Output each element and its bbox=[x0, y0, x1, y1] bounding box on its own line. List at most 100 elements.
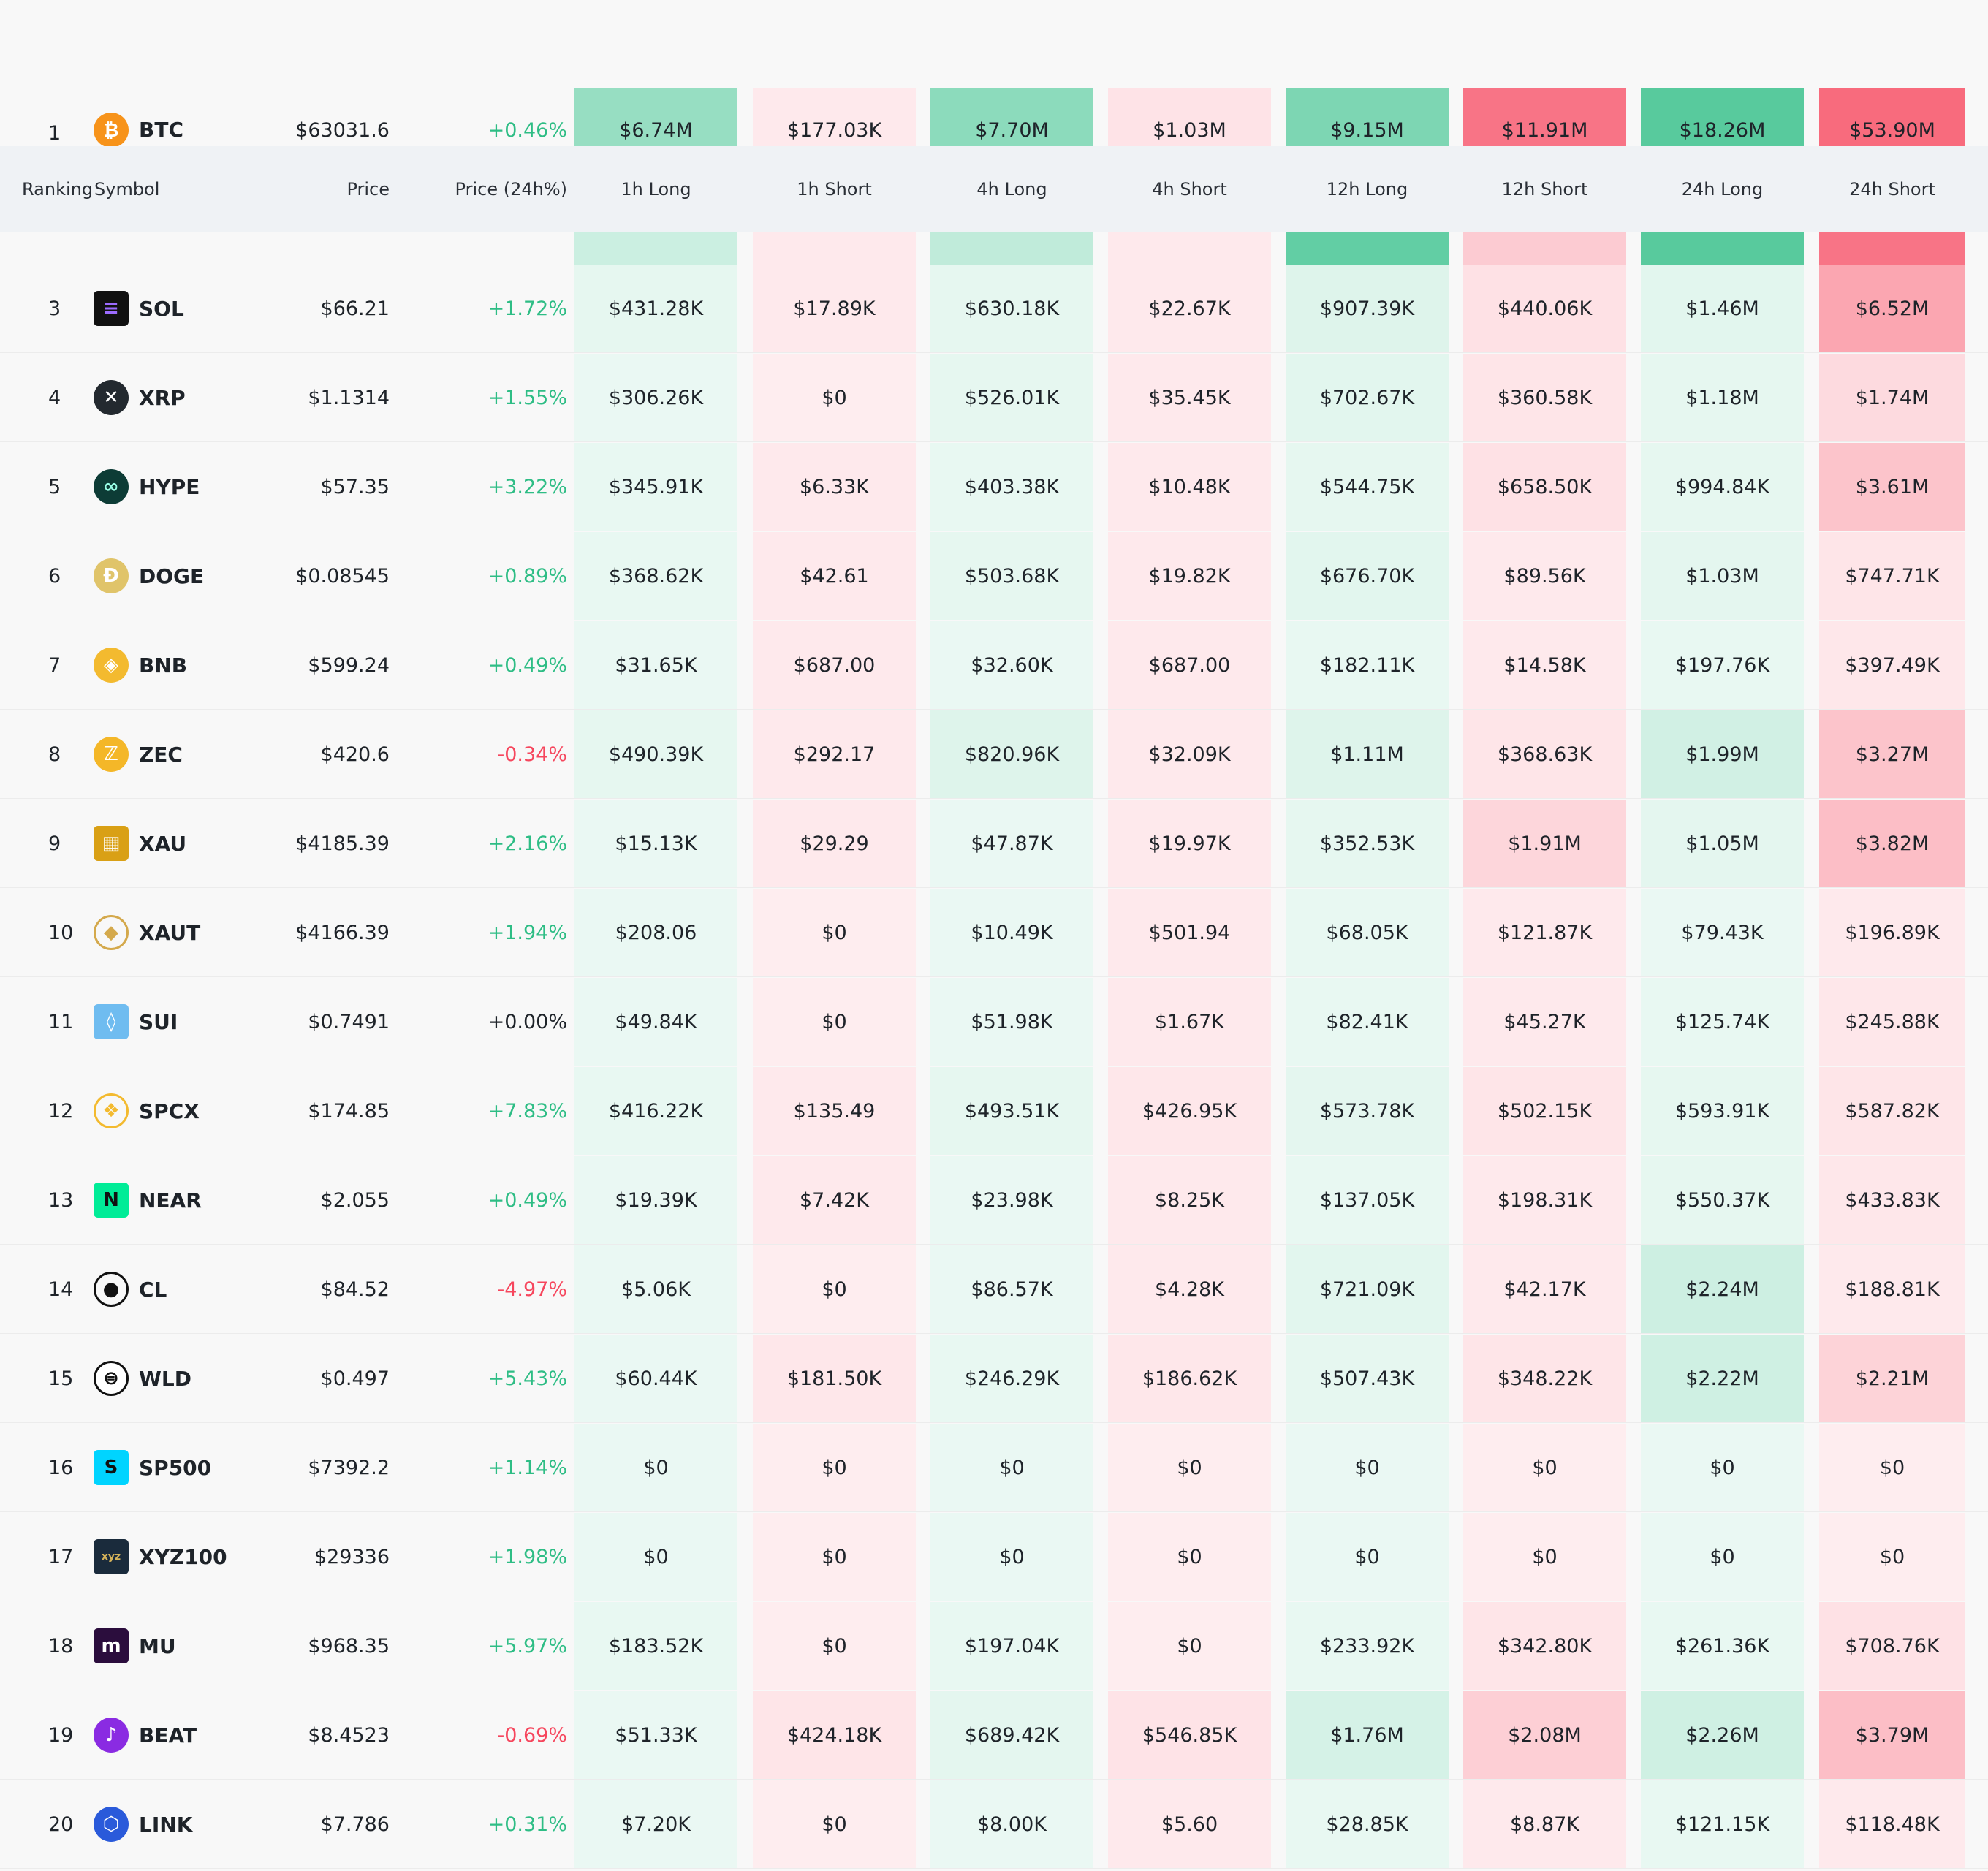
value-12h-long: $68.05K bbox=[1286, 889, 1449, 976]
hidden-row-cell-1h-short bbox=[753, 232, 916, 265]
table-row[interactable]: 14 ● CL $84.52 -4.97% $5.06K $0 $86.57K $4.28K $7… bbox=[0, 1245, 1988, 1334]
symbol-cell[interactable]: ◊ SUI bbox=[94, 978, 284, 1066]
header-12h-long[interactable]: 12h Long bbox=[1326, 179, 1408, 200]
header-24h-long[interactable]: 24h Long bbox=[1681, 179, 1764, 200]
symbol-cell[interactable]: ∞ HYPE bbox=[94, 443, 284, 531]
rank-cell: 14 bbox=[48, 1278, 74, 1301]
price-cell: $29336 bbox=[314, 1545, 390, 1568]
table-row[interactable]: 10 ◆ XAUT $4166.39 +1.94% $208.06 $0 $10.49K $50… bbox=[0, 889, 1988, 977]
symbol-cell[interactable]: N NEAR bbox=[94, 1156, 284, 1244]
rank-cell: 12 bbox=[48, 1099, 74, 1123]
table-row[interactable]: 7 ◈ BNB $599.24 +0.49% $31.65K $687.00 $32.60K $… bbox=[0, 621, 1988, 710]
value-12h-short: $368.63K bbox=[1463, 710, 1626, 798]
symbol-cell[interactable]: ◆ XAUT bbox=[94, 889, 284, 976]
symbol-label: CL bbox=[139, 1277, 167, 1302]
hidden-row-cell-24h-long bbox=[1641, 232, 1804, 265]
value-12h-long: $233.92K bbox=[1286, 1602, 1449, 1690]
table-row[interactable]: 20 ⬡ LINK $7.786 +0.31% $7.20K $0 $8.00K $5.60 $2… bbox=[0, 1780, 1988, 1869]
bnb-icon: ◈ bbox=[94, 648, 129, 683]
symbol-label: SP500 bbox=[139, 1455, 212, 1480]
value-24h-long: $994.84K bbox=[1641, 443, 1804, 531]
value-4h-long: $689.42K bbox=[930, 1691, 1093, 1779]
price-cell: $2.055 bbox=[320, 1188, 390, 1212]
table-row[interactable]: 16 S SP500 $7392.2 +1.14% $0 $0 $0 $0 $0 $0 $0 $0 bbox=[0, 1424, 1988, 1512]
table-row[interactable]: 8 ℤ ZEC $420.6 -0.34% $490.39K $292.17 $820.96K… bbox=[0, 710, 1988, 799]
symbol-cell[interactable]: S SP500 bbox=[94, 1424, 284, 1511]
zcash-icon: ℤ bbox=[94, 737, 129, 772]
symbol-cell[interactable]: ℤ ZEC bbox=[94, 710, 284, 798]
price-cell: $0.08545 bbox=[295, 564, 390, 588]
symbol-label: NEAR bbox=[139, 1188, 202, 1212]
beat-icon: ♪ bbox=[94, 1718, 129, 1753]
value-12h-short: $89.56K bbox=[1463, 532, 1626, 620]
value-4h-long: $47.87K bbox=[930, 800, 1093, 887]
table-row[interactable]: 12 ❖ SPCX $174.85 +7.83% $416.22K $135.49 $493.… bbox=[0, 1067, 1988, 1155]
header-1h-long[interactable]: 1h Long bbox=[621, 179, 691, 200]
price-cell: $1.1314 bbox=[308, 386, 390, 409]
value-1h-long: $6.74M bbox=[574, 88, 737, 146]
symbol-cell[interactable]: ● CL bbox=[94, 1245, 284, 1333]
header-4h-short[interactable]: 4h Short bbox=[1152, 179, 1227, 200]
table-row[interactable]: 13 N NEAR $2.055 +0.49% $19.39K $7.42K $23.98K $… bbox=[0, 1156, 1988, 1245]
value-1h-long: $7.20K bbox=[574, 1780, 737, 1868]
value-12h-long: $0 bbox=[1286, 1424, 1449, 1511]
header-4h-long[interactable]: 4h Long bbox=[976, 179, 1047, 200]
table-row[interactable]: 1 ₿ BTC $63031.6 +0.46% $6.74M $177.03K $7.70M $… bbox=[0, 0, 1988, 148]
symbol-cell[interactable]: ≡ SOL bbox=[94, 265, 284, 352]
value-1h-long: $368.62K bbox=[574, 532, 737, 620]
value-4h-long: $493.51K bbox=[930, 1067, 1093, 1155]
table-row[interactable]: 17 xyz XYZ100 $29336 +1.98% $0 $0 $0 $0 $0 $0 $0 $0 bbox=[0, 1513, 1988, 1601]
price-cell: $4185.39 bbox=[295, 832, 390, 855]
symbol-cell[interactable]: m MU bbox=[94, 1602, 284, 1690]
value-12h-long: $137.05K bbox=[1286, 1156, 1449, 1244]
symbol-cell[interactable]: ⬡ LINK bbox=[94, 1780, 284, 1868]
value-24h-short: $245.88K bbox=[1819, 978, 1965, 1066]
table-row[interactable]: 9 ▦ XAU $4185.39 +2.16% $15.13K $29.29 $47.87K $… bbox=[0, 800, 1988, 888]
header-12h-short[interactable]: 12h Short bbox=[1501, 179, 1588, 200]
symbol-cell[interactable]: ❖ SPCX bbox=[94, 1067, 284, 1155]
table-row[interactable]: 5 ∞ HYPE $57.35 +3.22% $345.91K $6.33K $403.38K… bbox=[0, 443, 1988, 531]
table-row[interactable]: 18 m MU $968.35 +5.97% $183.52K $0 $197.04K $0 $2… bbox=[0, 1602, 1988, 1690]
header-price[interactable]: Price bbox=[346, 179, 390, 200]
header-ranking[interactable]: Ranking bbox=[22, 179, 94, 200]
change-cell: +1.94% bbox=[487, 921, 567, 944]
header-symbol[interactable]: Symbol bbox=[94, 179, 160, 200]
value-12h-short: $0 bbox=[1463, 1513, 1626, 1601]
header-change[interactable]: Price (24h%) bbox=[455, 179, 567, 200]
value-24h-short: $6.52M bbox=[1819, 265, 1965, 352]
change-cell: +5.43% bbox=[487, 1367, 567, 1390]
header-1h-short[interactable]: 1h Short bbox=[797, 179, 872, 200]
table-row[interactable]: 15 ⊜ WLD $0.497 +5.43% $60.44K $181.50K $246.29… bbox=[0, 1335, 1988, 1423]
table-row[interactable]: 6 Ð DOGE $0.08545 +0.89% $368.62K $42.61 $503.6… bbox=[0, 532, 1988, 620]
header-24h-short[interactable]: 24h Short bbox=[1849, 179, 1935, 200]
symbol-cell[interactable]: ⊜ WLD bbox=[94, 1335, 284, 1422]
rank-cell: 6 bbox=[48, 564, 61, 588]
value-12h-long: $907.39K bbox=[1286, 265, 1449, 352]
change-cell: +0.00% bbox=[487, 1010, 567, 1033]
value-24h-short: $587.82K bbox=[1819, 1067, 1965, 1155]
rank-cell: 4 bbox=[48, 386, 61, 409]
table-row[interactable]: 4 ✕ XRP $1.1314 +1.55% $306.26K $0 $526.01K $35.… bbox=[0, 354, 1988, 442]
value-24h-short: $3.27M bbox=[1819, 710, 1965, 798]
symbol-cell[interactable]: ₿ BTC bbox=[94, 0, 284, 148]
worldcoin-icon: ⊜ bbox=[94, 1361, 129, 1396]
table-row[interactable]: 11 ◊ SUI $0.7491 +0.00% $49.84K $0 $51.98K $1.67… bbox=[0, 978, 1988, 1066]
symbol-cell[interactable]: ▦ XAU bbox=[94, 800, 284, 887]
partially-hidden-row bbox=[0, 232, 1988, 265]
rank-cell: 19 bbox=[48, 1723, 74, 1747]
sp500-icon: S bbox=[94, 1450, 129, 1485]
table-row[interactable]: 3 ≡ SOL $66.21 +1.72% $431.28K $17.89K $630.18K… bbox=[0, 265, 1988, 353]
table-row[interactable]: 19 ♪ BEAT $8.4523 -0.69% $51.33K $424.18K $689.… bbox=[0, 1691, 1988, 1780]
value-12h-long: $82.41K bbox=[1286, 978, 1449, 1066]
hidden-row-cell-1h-long bbox=[574, 232, 737, 265]
hyperliquid-icon: ∞ bbox=[94, 469, 129, 504]
symbol-cell[interactable]: ♪ BEAT bbox=[94, 1691, 284, 1779]
value-4h-short: $186.62K bbox=[1108, 1335, 1271, 1422]
symbol-cell[interactable]: xyz XYZ100 bbox=[94, 1513, 284, 1601]
symbol-label: XRP bbox=[139, 385, 186, 410]
symbol-cell[interactable]: ✕ XRP bbox=[94, 354, 284, 441]
value-24h-long: $593.91K bbox=[1641, 1067, 1804, 1155]
change-cell: +1.72% bbox=[487, 297, 567, 320]
symbol-cell[interactable]: ◈ BNB bbox=[94, 621, 284, 709]
symbol-cell[interactable]: Ð DOGE bbox=[94, 532, 284, 620]
